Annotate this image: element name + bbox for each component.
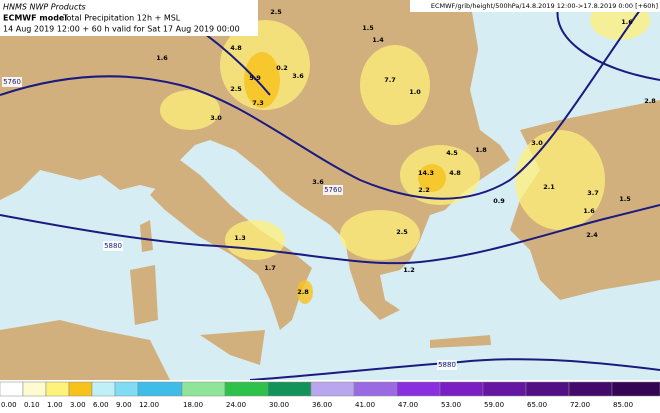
colorbar-swatch: [568, 381, 613, 397]
colorbar-swatch: [267, 381, 312, 397]
colorbar-label: 59.00: [484, 401, 504, 409]
colorbar-swatch: [224, 381, 269, 397]
contour-label: 5880: [438, 361, 456, 369]
colorbar-label: 53.00: [441, 401, 461, 409]
contour-label-bg: [103, 241, 123, 251]
contour-label: 5880: [104, 242, 122, 250]
field: Total Precipitation 12h + MSL: [62, 14, 181, 23]
height-contours: [0, 0, 660, 381]
colorbar-swatch: [137, 381, 183, 397]
colorbar-label: 3.00: [70, 401, 86, 409]
precip-label: 4.5: [446, 149, 458, 157]
precip-label: 1.0: [409, 88, 421, 96]
model: ECMWF model: [3, 14, 67, 23]
precip-label: 1.6: [156, 54, 168, 62]
colorbar-label: 85.00: [613, 401, 633, 409]
precip-label: 1.4: [372, 36, 384, 44]
contour-label-bg: [2, 77, 22, 87]
colorbar-label: 72.00: [570, 401, 590, 409]
precip-label: 3.7: [587, 189, 599, 197]
contour-label-bg: [323, 185, 343, 195]
precip-label: 5.9: [249, 74, 261, 82]
precip-label: 3.6: [292, 72, 304, 80]
precip-label: 1.5: [619, 195, 631, 203]
colorbar-label: 47.00: [398, 401, 418, 409]
precip-label: 1.6: [621, 18, 633, 26]
precip-label: 2.2: [418, 186, 430, 194]
precip-label: 4.8: [230, 44, 242, 52]
source: HNMS NWP Products: [3, 3, 86, 12]
precip-label: 1.2: [403, 266, 415, 274]
precip-label: 3.6: [312, 178, 324, 186]
colorbar-swatch: [353, 381, 398, 397]
colorbar-swatch: [181, 381, 226, 397]
colorbar-label: 18.00: [183, 401, 203, 409]
contour-label: 5760: [324, 186, 342, 194]
precip-label: 7.7: [384, 76, 396, 84]
precip-label: 2.5: [230, 85, 242, 93]
colorbar-swatch: [482, 381, 527, 397]
colorbar-swatch: [611, 381, 660, 397]
colorbar-swatch: [310, 381, 355, 397]
colorbar-label: 0.00: [1, 401, 17, 409]
precip-label: 2.5: [396, 228, 408, 236]
valid-time: 14 Aug 2019 12:00 + 60 h valid for Sat 1…: [3, 25, 240, 34]
precip-label: 2.5: [270, 8, 282, 16]
precip-label: 3.0: [531, 139, 543, 147]
precip-label: 2.8: [644, 97, 656, 105]
precip-label: 1.3: [234, 234, 246, 242]
precip-label: 0.9: [493, 197, 505, 205]
run-box: [410, 0, 660, 12]
precip-label: 2.1: [543, 183, 555, 191]
colorbar-label: 12.00: [139, 401, 159, 409]
precip-label: 3.0: [210, 114, 222, 122]
colorbar-label: 1.00: [47, 401, 63, 409]
colorbar-swatch: [22, 381, 47, 397]
colorbar-swatch: [439, 381, 484, 397]
colorbar-swatch: [114, 381, 139, 397]
precip-label: 14.3: [418, 169, 434, 177]
colorbar-swatch: [68, 381, 93, 397]
precip-label: 1.6: [583, 207, 595, 215]
colorbar-swatch: [45, 381, 70, 397]
colorbar-label: 30.00: [269, 401, 289, 409]
precip-label: 1.5: [362, 24, 374, 32]
colorbar-label: 36.00: [312, 401, 332, 409]
precip-label: 4.8: [449, 169, 461, 177]
colorbar-swatch: [525, 381, 570, 397]
header-box: [0, 0, 258, 36]
precip-label: 0.2: [276, 64, 288, 72]
colorbar-label: 0.10: [24, 401, 40, 409]
contour-label-bg: [437, 360, 457, 370]
colorbar-label: 65.00: [527, 401, 547, 409]
contour-label: 5760: [3, 78, 21, 86]
precip-label: 1.8: [475, 146, 487, 154]
colorbar-swatch: [0, 381, 24, 397]
colorbar-swatch: [396, 381, 441, 397]
colorbar-label: 24.00: [226, 401, 246, 409]
colorbar-label: 6.00: [93, 401, 109, 409]
run-info: ECMWF/grib/height/500hPa/14.8.2019 12:00…: [431, 2, 658, 10]
colorbar-label: 41.00: [355, 401, 375, 409]
precip-label: 1.7: [264, 264, 276, 272]
precip-label: 2.8: [297, 288, 309, 296]
precip-label: 2.4: [586, 231, 598, 239]
precip-label: 7.3: [252, 99, 264, 107]
colorbar-swatch: [91, 381, 116, 397]
colorbar-label: 9.00: [116, 401, 132, 409]
